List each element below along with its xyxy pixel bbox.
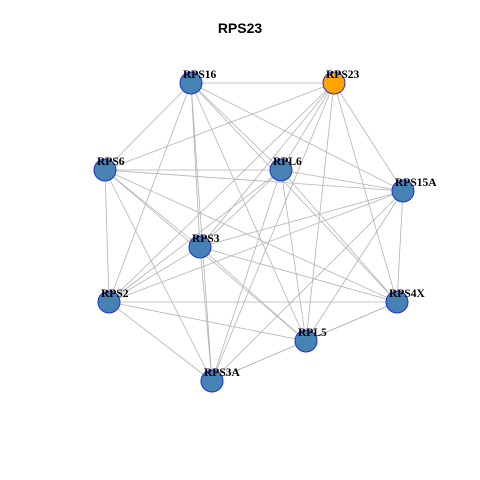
edge-rps3-rpl5 xyxy=(199,246,307,342)
node-rpl5[interactable] xyxy=(294,329,318,353)
edge-rps23-rpl6 xyxy=(280,82,335,171)
node-label-rps6: RPS6 xyxy=(97,156,125,168)
edge-rps16-rps2 xyxy=(108,82,192,303)
edge-rps16-rps3a xyxy=(190,82,213,382)
edge-rps15a-rps3 xyxy=(199,190,404,248)
edge-rps6-rps3a xyxy=(104,169,213,382)
edge-rps16-rps6 xyxy=(104,82,192,171)
edge-rps15a-rpl5 xyxy=(305,190,404,342)
edge-layer xyxy=(104,82,404,382)
edge-rpl6-rps2 xyxy=(108,169,282,303)
edge-rps23-rpl5 xyxy=(305,82,335,342)
edge-rps23-rps3a xyxy=(211,82,335,382)
node-rps4x[interactable] xyxy=(385,290,409,314)
node-label-rpl6: RPL6 xyxy=(273,156,302,168)
edge-rps23-rps2 xyxy=(108,82,335,303)
graph-title: RPS23 xyxy=(217,20,263,36)
node-label-rps2: RPS2 xyxy=(101,288,129,300)
edge-rps2-rps3a xyxy=(108,301,213,382)
edge-rps23-rps15a xyxy=(333,82,404,192)
edge-rpl6-rps3a xyxy=(211,169,282,382)
node-rps23[interactable] xyxy=(322,71,346,95)
label-layer: RPS23 RPS16 RPS6 RPL6 RPS15A RPS3 RPS2 RPS4X RPL… xyxy=(97,69,437,379)
node-label-rps23: RPS23 xyxy=(326,69,359,81)
node-layer xyxy=(93,71,415,393)
node-label-rps16: RPS16 xyxy=(183,69,216,81)
edge-rps15a-rps2 xyxy=(108,190,404,303)
node-rps3[interactable] xyxy=(188,235,212,259)
edge-rps16-rps3 xyxy=(190,82,201,248)
edge-rpl5-rps3a xyxy=(211,340,307,382)
node-rpl6[interactable] xyxy=(269,158,293,182)
edge-rps3-rps3a xyxy=(199,246,213,382)
edge-rps3-rps2 xyxy=(108,246,201,303)
edge-rpl6-rps3 xyxy=(199,169,282,248)
edge-rps16-rps4x xyxy=(190,82,398,303)
node-label-rps15a: RPS15A xyxy=(395,177,437,189)
edge-rpl6-rpl5 xyxy=(280,169,307,342)
node-rps15a[interactable] xyxy=(391,179,415,203)
node-rps2[interactable] xyxy=(97,290,121,314)
node-label-rps3: RPS3 xyxy=(192,233,220,245)
edge-rpl6-rps4x xyxy=(280,169,398,303)
edge-rpl6-rps15a xyxy=(280,169,404,192)
edge-rps6-rps3 xyxy=(104,169,201,248)
edge-rps6-rps2 xyxy=(104,169,110,303)
edge-rps16-rpl6 xyxy=(190,82,282,171)
node-label-rpl5: RPL5 xyxy=(298,327,327,339)
node-rps3a[interactable] xyxy=(200,369,224,393)
edge-rps6-rps15a xyxy=(104,169,404,192)
node-rps6[interactable] xyxy=(93,158,117,182)
edge-rps16-rps15a xyxy=(190,82,404,192)
edge-rps23-rps6 xyxy=(104,82,335,171)
node-rps16[interactable] xyxy=(179,71,203,95)
edge-rps15a-rps3a xyxy=(211,190,404,382)
edge-rps6-rps4x xyxy=(104,169,398,303)
edge-rps2-rpl5 xyxy=(108,301,307,342)
node-label-rps3a: RPS3A xyxy=(204,367,240,379)
edge-rps3-rps4x xyxy=(199,246,398,303)
edge-rps23-rps4x xyxy=(333,82,398,303)
edge-rps16-rpl5 xyxy=(190,82,307,342)
node-label-rps4x: RPS4X xyxy=(389,288,425,300)
edge-rps23-rps3 xyxy=(199,82,335,248)
edge-rps15a-rps4x xyxy=(396,190,404,303)
